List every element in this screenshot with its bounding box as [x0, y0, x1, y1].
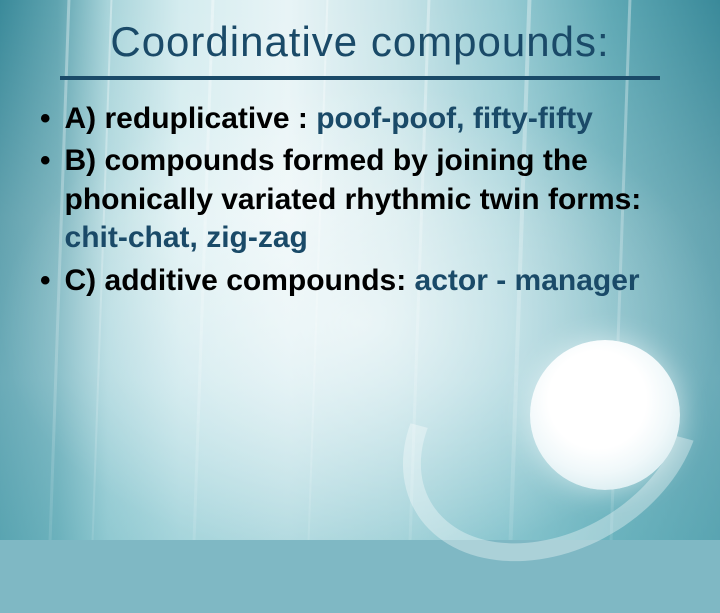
bullet-lead: B) compounds formed by joining the phoni… [65, 144, 642, 215]
list-item: • A) reduplicative : poof-poof, fifty-fi… [40, 100, 680, 138]
bullet-text: C) additive compounds: actor - manager [65, 262, 640, 300]
bullet-dot: • [40, 100, 51, 138]
bullet-highlight: poof-poof, fifty-fifty [316, 102, 593, 135]
list-item: • B) compounds formed by joining the pho… [40, 142, 680, 257]
list-item: • C) additive compounds: actor - manager [40, 262, 680, 300]
bullet-list: • A) reduplicative : poof-poof, fifty-fi… [0, 80, 720, 300]
slide-title: Coordinative compounds: [30, 18, 690, 76]
bullet-text: A) reduplicative : poof-poof, fifty-fift… [65, 100, 593, 138]
bullet-dot: • [40, 142, 51, 180]
bullet-dot: • [40, 262, 51, 300]
bullet-lead: C) additive compounds: [65, 264, 415, 297]
bullet-highlight: chit-chat, zig-zag [65, 221, 308, 254]
bullet-lead: A) reduplicative : [65, 102, 317, 135]
bullet-text: B) compounds formed by joining the phoni… [65, 142, 680, 257]
bullet-highlight: actor - manager [415, 264, 640, 297]
